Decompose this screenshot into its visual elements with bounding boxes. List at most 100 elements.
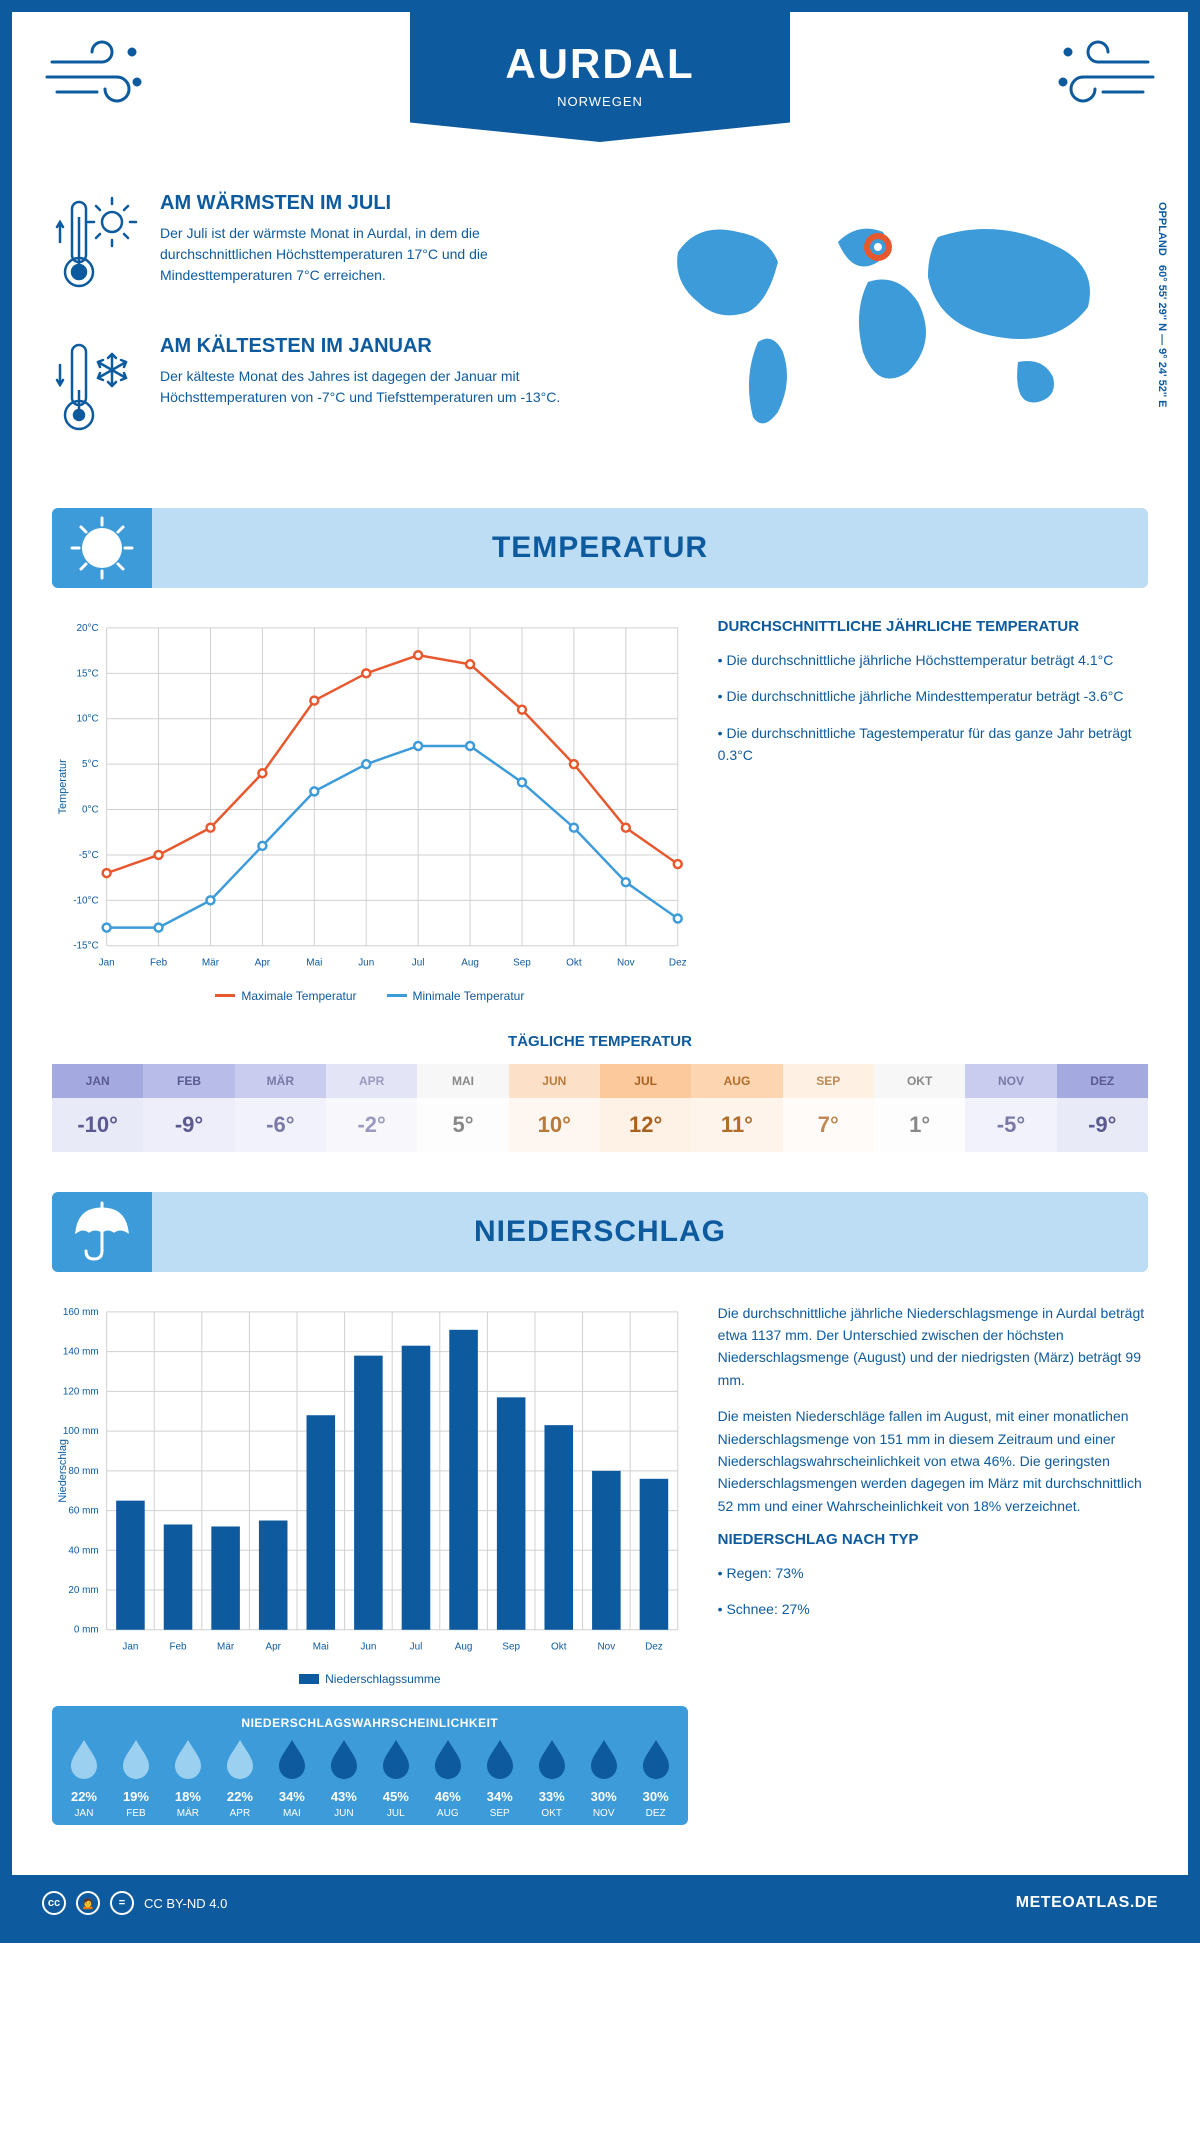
world-map-icon: [608, 192, 1148, 452]
sun-icon: [52, 508, 152, 588]
fact-warm: AM WÄRMSTEN IM JULI Der Juli ist der wär…: [52, 192, 578, 307]
country-subtitle: NORWEGEN: [410, 94, 790, 109]
fact-warm-title: AM WÄRMSTEN IM JULI: [160, 192, 578, 215]
prob-cell: 33%OKT: [526, 1738, 578, 1819]
license: cc 🙍 = CC BY-ND 4.0: [42, 1891, 227, 1915]
prob-title: NIEDERSCHLAGSWAHRSCHEINLICHKEIT: [58, 1716, 682, 1730]
svg-text:Niederschlag: Niederschlag: [57, 1439, 69, 1503]
svg-text:Aug: Aug: [461, 958, 479, 969]
umbrella-icon: [52, 1192, 152, 1272]
nd-icon: =: [110, 1891, 134, 1915]
temp-legend: Maximale Temperatur Minimale Temperatur: [52, 989, 688, 1003]
precip-p2: Die meisten Niederschläge fallen im Augu…: [718, 1405, 1148, 1517]
svg-text:160 mm: 160 mm: [63, 1306, 99, 1317]
temp-section-header: TEMPERATUR: [52, 508, 1148, 588]
svg-text:Mär: Mär: [202, 958, 220, 969]
svg-text:Feb: Feb: [150, 958, 168, 969]
svg-text:Jun: Jun: [358, 958, 374, 969]
fact-warm-text: Der Juli ist der wärmste Monat in Aurdal…: [160, 223, 578, 286]
svg-text:Okt: Okt: [551, 1641, 567, 1652]
facts: AM WÄRMSTEN IM JULI Der Juli ist der wär…: [52, 192, 578, 478]
daily-temp-table: JAN-10°FEB-9°MÄR-6°APR-2°MAI5°JUN10°JUL1…: [52, 1064, 1148, 1152]
svg-text:20 mm: 20 mm: [68, 1585, 98, 1596]
cc-icon: cc: [42, 1891, 66, 1915]
daily-cell: JUL12°: [600, 1064, 691, 1152]
city-title: AURDAL: [410, 40, 790, 88]
prob-cell: 45%JUL: [370, 1738, 422, 1819]
prob-cell: 18%MÄR: [162, 1738, 214, 1819]
temp-bullet: • Die durchschnittliche Tagestemperatur …: [718, 722, 1148, 767]
prob-cell: 30%DEZ: [630, 1738, 682, 1819]
wind-icon: [42, 32, 152, 117]
coordinates: OPPLAND 60° 55' 29'' N — 9° 24' 52'' E: [1156, 202, 1168, 407]
svg-text:Jan: Jan: [99, 958, 115, 969]
svg-text:Jun: Jun: [360, 1641, 376, 1652]
svg-text:140 mm: 140 mm: [63, 1346, 99, 1357]
wind-icon: [1048, 32, 1158, 117]
fact-cold-text: Der kälteste Monat des Jahres ist dagege…: [160, 366, 578, 408]
title-banner: AURDAL NORWEGEN: [410, 12, 790, 142]
prob-cell: 22%JAN: [58, 1738, 110, 1819]
prob-cell: 46%AUG: [422, 1738, 474, 1819]
svg-text:Sep: Sep: [513, 958, 531, 969]
daily-cell: MAI5°: [417, 1064, 508, 1152]
temp-chart: -15°C-10°C-5°C0°C5°C10°C15°C20°CJanFebMä…: [52, 618, 688, 1003]
precip-header-title: NIEDERSCHLAG: [52, 1215, 1148, 1249]
svg-text:Apr: Apr: [255, 958, 271, 969]
daily-cell: OKT1°: [874, 1064, 965, 1152]
daily-cell: JAN-10°: [52, 1064, 143, 1152]
svg-text:15°C: 15°C: [77, 668, 99, 679]
content: AM WÄRMSTEN IM JULI Der Juli ist der wär…: [12, 172, 1188, 1845]
svg-text:Mai: Mai: [306, 958, 322, 969]
precip-probability-box: NIEDERSCHLAGSWAHRSCHEINLICHKEIT 22%JAN19…: [52, 1706, 688, 1825]
fact-cold: AM KÄLTESTEN IM JANUAR Der kälteste Mona…: [52, 335, 578, 450]
prob-cell: 34%SEP: [474, 1738, 526, 1819]
svg-text:Sep: Sep: [502, 1641, 520, 1652]
daily-cell: JUN10°: [509, 1064, 600, 1152]
svg-text:Feb: Feb: [169, 1641, 187, 1652]
site-name: METEOATLAS.DE: [1016, 1894, 1158, 1912]
svg-text:Temperatur: Temperatur: [57, 759, 69, 815]
daily-cell: AUG11°: [691, 1064, 782, 1152]
thermometer-snow-icon: [52, 335, 142, 450]
svg-text:Apr: Apr: [265, 1641, 281, 1652]
prob-cell: 30%NOV: [578, 1738, 630, 1819]
svg-text:10°C: 10°C: [77, 714, 99, 725]
daily-cell: FEB-9°: [143, 1064, 234, 1152]
svg-text:Okt: Okt: [566, 958, 582, 969]
temp-header-title: TEMPERATUR: [52, 531, 1148, 565]
map-region: OPPLAND 60° 55' 29'' N — 9° 24' 52'' E: [608, 192, 1148, 478]
prob-cell: 19%FEB: [110, 1738, 162, 1819]
temp-side-title: DURCHSCHNITTLICHE JÄHRLICHE TEMPERATUR: [718, 618, 1148, 635]
precip-section-header: NIEDERSCHLAG: [52, 1192, 1148, 1272]
svg-text:40 mm: 40 mm: [68, 1545, 98, 1556]
prob-cell: 34%MAI: [266, 1738, 318, 1819]
precip-side-text: Die durchschnittliche jährliche Niedersc…: [718, 1302, 1148, 1826]
svg-text:0 mm: 0 mm: [74, 1624, 99, 1635]
svg-text:120 mm: 120 mm: [63, 1386, 99, 1397]
svg-text:Dez: Dez: [645, 1641, 663, 1652]
svg-text:Nov: Nov: [598, 1641, 616, 1652]
top-section: AM WÄRMSTEN IM JULI Der Juli ist der wär…: [52, 192, 1148, 478]
temp-side-text: DURCHSCHNITTLICHE JÄHRLICHE TEMPERATUR •…: [718, 618, 1148, 1003]
temp-section: -15°C-10°C-5°C0°C5°C10°C15°C20°CJanFebMä…: [52, 618, 1148, 1003]
svg-text:20°C: 20°C: [77, 623, 99, 634]
svg-text:-10°C: -10°C: [73, 895, 98, 906]
precip-chart: 0 mm20 mm40 mm60 mm80 mm100 mm120 mm140 …: [52, 1302, 688, 1687]
temp-bullet: • Die durchschnittliche jährliche Höchst…: [718, 649, 1148, 671]
svg-text:Jul: Jul: [410, 1641, 423, 1652]
daily-temp-title: TÄGLICHE TEMPERATUR: [52, 1033, 1148, 1050]
svg-text:60 mm: 60 mm: [68, 1505, 98, 1516]
prob-cell: 22%APR: [214, 1738, 266, 1819]
svg-text:Dez: Dez: [669, 958, 687, 969]
svg-text:Jan: Jan: [122, 1641, 138, 1652]
svg-text:100 mm: 100 mm: [63, 1426, 99, 1437]
precip-section: 0 mm20 mm40 mm60 mm80 mm100 mm120 mm140 …: [52, 1302, 1148, 1826]
thermometer-sun-icon: [52, 192, 142, 307]
daily-cell: DEZ-9°: [1057, 1064, 1148, 1152]
precip-p1: Die durchschnittliche jährliche Niedersc…: [718, 1302, 1148, 1392]
svg-text:0°C: 0°C: [82, 805, 99, 816]
svg-text:Mai: Mai: [313, 1641, 329, 1652]
precip-legend: Niederschlagssumme: [52, 1672, 688, 1686]
svg-text:Aug: Aug: [455, 1641, 473, 1652]
